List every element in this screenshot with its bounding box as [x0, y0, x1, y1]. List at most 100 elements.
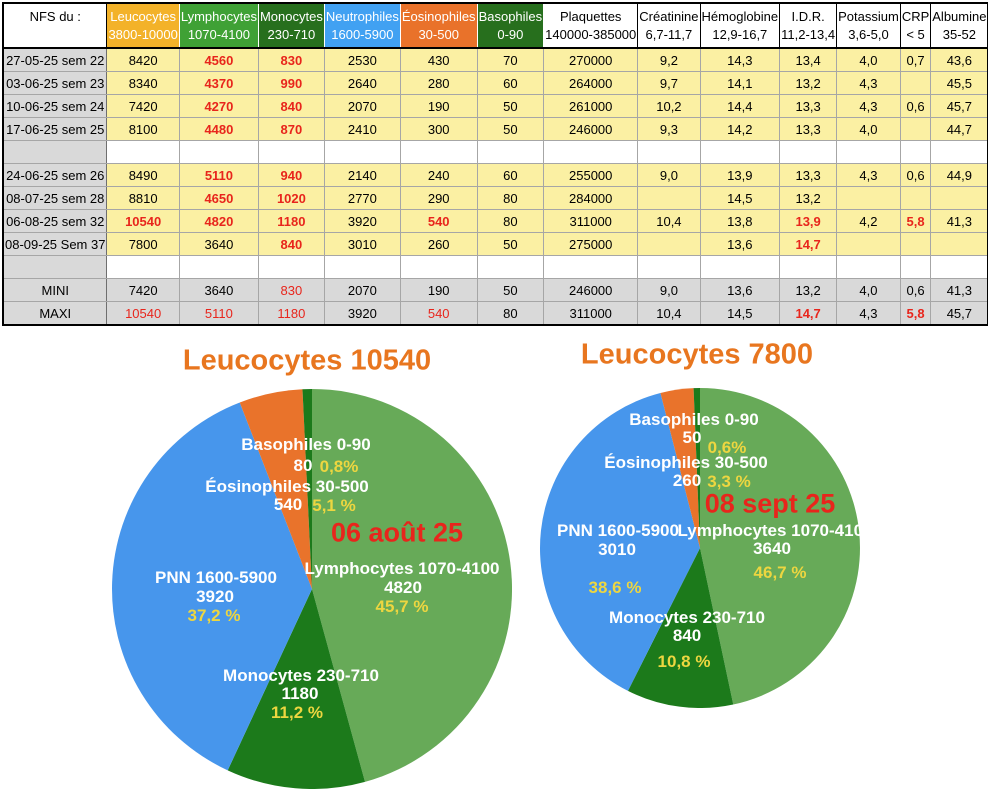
table-cell-plaquettes[interactable]: 284000 — [543, 186, 639, 210]
table-cell-potassium[interactable] — [836, 255, 901, 279]
table-cell-basophiles[interactable] — [476, 255, 545, 279]
table-cell-eosinophiles[interactable]: 190 — [399, 278, 478, 302]
table-cell-leucocytes[interactable]: 8420 — [106, 47, 180, 72]
table-cell-lymphocytes[interactable]: 3640 — [178, 278, 259, 302]
table-cell-plaquettes[interactable]: 246000 — [543, 278, 639, 302]
column-header-creatinine[interactable]: Créatinine 6,7-11,7 — [637, 2, 701, 49]
table-cell-basophiles[interactable]: 80 — [476, 301, 545, 326]
table-cell-monocytes[interactable]: 840 — [257, 232, 325, 256]
table-cell-crp[interactable]: 0,6 — [899, 94, 932, 118]
table-cell-albumine[interactable] — [930, 232, 988, 256]
table-cell-lymphocytes[interactable]: 4560 — [178, 47, 259, 72]
table-cell-neutrophiles[interactable]: 3010 — [323, 232, 401, 256]
table-cell-lymphocytes[interactable]: 4370 — [178, 71, 259, 95]
table-cell-leucocytes[interactable]: 8810 — [106, 186, 180, 210]
table-cell-lymphocytes[interactable]: 4650 — [178, 186, 259, 210]
table-cell-neutrophiles[interactable]: 2070 — [323, 278, 401, 302]
table-cell-leucocytes[interactable]: 7800 — [106, 232, 180, 256]
table-cell-lymphocytes[interactable]: 4270 — [178, 94, 259, 118]
table-cell-leucocytes[interactable]: 10540 — [106, 209, 180, 233]
table-cell-albumine[interactable] — [930, 140, 988, 164]
row-label[interactable] — [2, 255, 108, 279]
table-cell-eosinophiles[interactable] — [399, 255, 478, 279]
table-cell-creatinine[interactable]: 9,0 — [637, 278, 701, 302]
table-cell-albumine[interactable] — [930, 186, 988, 210]
row-label[interactable]: 08-07-25 sem 28 — [2, 186, 108, 210]
table-corner-cell[interactable]: NFS du : — [2, 2, 108, 49]
table-cell-basophiles[interactable] — [476, 140, 545, 164]
column-header-leucocytes[interactable]: Leucocytes 3800-10000 — [106, 2, 180, 49]
table-cell-crp[interactable]: 0,7 — [899, 47, 932, 72]
table-cell-idr[interactable] — [779, 255, 838, 279]
table-cell-basophiles[interactable]: 50 — [476, 232, 545, 256]
table-cell-neutrophiles[interactable]: 3920 — [323, 301, 401, 326]
row-label[interactable]: 03-06-25 sem 23 — [2, 71, 108, 95]
table-cell-basophiles[interactable]: 50 — [476, 117, 545, 141]
table-cell-potassium[interactable]: 4,3 — [836, 163, 901, 187]
table-cell-crp[interactable] — [899, 117, 932, 141]
table-cell-albumine[interactable] — [930, 255, 988, 279]
table-cell-hemoglobine[interactable] — [699, 255, 781, 279]
table-cell-neutrophiles[interactable]: 2640 — [323, 71, 401, 95]
table-cell-hemoglobine[interactable]: 13,8 — [699, 209, 781, 233]
column-header-monocytes[interactable]: Monocytes 230-710 — [257, 2, 325, 49]
table-cell-albumine[interactable]: 41,3 — [930, 209, 988, 233]
table-cell-crp[interactable] — [899, 140, 932, 164]
column-header-idr[interactable]: I.D.R. 11,2-13,4 — [779, 2, 838, 49]
table-cell-creatinine[interactable]: 9,2 — [637, 47, 701, 72]
table-cell-hemoglobine[interactable]: 13,6 — [699, 232, 781, 256]
table-cell-potassium[interactable] — [836, 232, 901, 256]
table-cell-plaquettes[interactable]: 311000 — [543, 301, 639, 326]
table-cell-crp[interactable] — [899, 71, 932, 95]
table-cell-basophiles[interactable]: 80 — [476, 209, 545, 233]
table-cell-monocytes[interactable] — [257, 140, 325, 164]
table-cell-crp[interactable]: 0,6 — [899, 163, 932, 187]
table-cell-albumine[interactable]: 44,9 — [930, 163, 988, 187]
table-cell-idr[interactable]: 13,3 — [779, 94, 838, 118]
row-label[interactable]: MINI — [2, 278, 108, 302]
table-cell-potassium[interactable]: 4,3 — [836, 94, 901, 118]
table-cell-hemoglobine[interactable]: 14,5 — [699, 186, 781, 210]
table-cell-leucocytes[interactable]: 8340 — [106, 71, 180, 95]
table-cell-hemoglobine[interactable]: 13,9 — [699, 163, 781, 187]
table-cell-idr[interactable]: 13,3 — [779, 163, 838, 187]
column-header-basophiles[interactable]: Basophiles 0-90 — [476, 2, 545, 49]
table-cell-leucocytes[interactable]: 10540 — [106, 301, 180, 326]
table-cell-plaquettes[interactable] — [543, 255, 639, 279]
table-cell-creatinine[interactable]: 9,0 — [637, 163, 701, 187]
table-cell-albumine[interactable]: 45,7 — [930, 301, 988, 326]
table-cell-plaquettes[interactable]: 261000 — [543, 94, 639, 118]
table-cell-hemoglobine[interactable]: 13,6 — [699, 278, 781, 302]
table-cell-neutrophiles[interactable] — [323, 140, 401, 164]
table-cell-monocytes[interactable]: 1180 — [257, 209, 325, 233]
table-cell-idr[interactable]: 13,2 — [779, 186, 838, 210]
table-cell-neutrophiles[interactable]: 2770 — [323, 186, 401, 210]
table-cell-eosinophiles[interactable]: 540 — [399, 209, 478, 233]
column-header-neutrophiles[interactable]: Neutrophiles 1600-5900 — [323, 2, 401, 49]
table-cell-creatinine[interactable]: 10,4 — [637, 301, 701, 326]
table-cell-leucocytes[interactable]: 7420 — [106, 278, 180, 302]
table-cell-potassium[interactable]: 4,0 — [836, 117, 901, 141]
table-cell-crp[interactable]: 5,8 — [899, 301, 932, 326]
table-cell-hemoglobine[interactable] — [699, 140, 781, 164]
column-header-hemoglobine[interactable]: Hémoglobine 12,9-16,7 — [699, 2, 781, 49]
column-header-albumine[interactable]: Albumine 35-52 — [930, 2, 988, 49]
table-cell-idr[interactable] — [779, 140, 838, 164]
table-cell-eosinophiles[interactable]: 290 — [399, 186, 478, 210]
table-cell-eosinophiles[interactable]: 260 — [399, 232, 478, 256]
table-cell-neutrophiles[interactable]: 3920 — [323, 209, 401, 233]
row-label[interactable]: 06-08-25 sem 32 — [2, 209, 108, 233]
column-header-crp[interactable]: CRP < 5 — [899, 2, 932, 49]
table-cell-monocytes[interactable]: 840 — [257, 94, 325, 118]
table-cell-eosinophiles[interactable]: 300 — [399, 117, 478, 141]
table-cell-lymphocytes[interactable]: 3640 — [178, 232, 259, 256]
table-cell-albumine[interactable]: 45,5 — [930, 71, 988, 95]
table-cell-monocytes[interactable]: 1180 — [257, 301, 325, 326]
table-cell-creatinine[interactable]: 10,2 — [637, 94, 701, 118]
column-header-lymphocytes[interactable]: Lymphocytes 1070-4100 — [178, 2, 259, 49]
table-cell-hemoglobine[interactable]: 14,5 — [699, 301, 781, 326]
table-cell-creatinine[interactable]: 9,7 — [637, 71, 701, 95]
table-cell-neutrophiles[interactable] — [323, 255, 401, 279]
table-cell-lymphocytes[interactable]: 5110 — [178, 163, 259, 187]
table-cell-eosinophiles[interactable]: 540 — [399, 301, 478, 326]
